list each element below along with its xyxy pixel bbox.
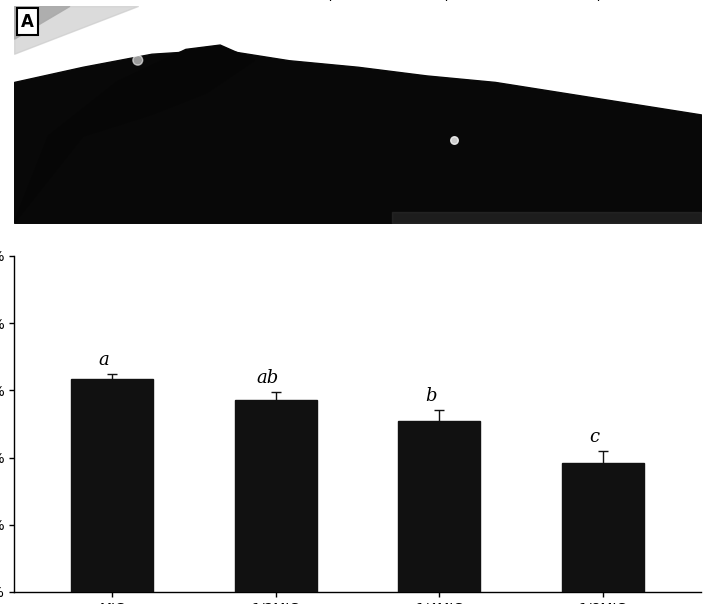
Point (91, 40, 102, 50)
Text: 1/4MIC: 1/4MIC (439, 0, 482, 2)
Text: ab: ab (256, 369, 279, 387)
Polygon shape (14, 45, 255, 223)
Bar (399, 420, 480, 592)
Bar (562, 463, 644, 592)
Text: MIC: MIC (195, 0, 218, 2)
Text: a: a (98, 350, 110, 368)
Point (132, 56, 144, 65)
Point (448, 135, 459, 145)
Text: 1/2MIC: 1/2MIC (322, 0, 365, 2)
Text: b: b (426, 387, 437, 405)
Text: c: c (590, 428, 600, 446)
Text: 1/8MIC: 1/8MIC (590, 0, 633, 2)
Text: A: A (21, 13, 34, 31)
Bar (235, 400, 316, 592)
Bar (72, 379, 153, 592)
